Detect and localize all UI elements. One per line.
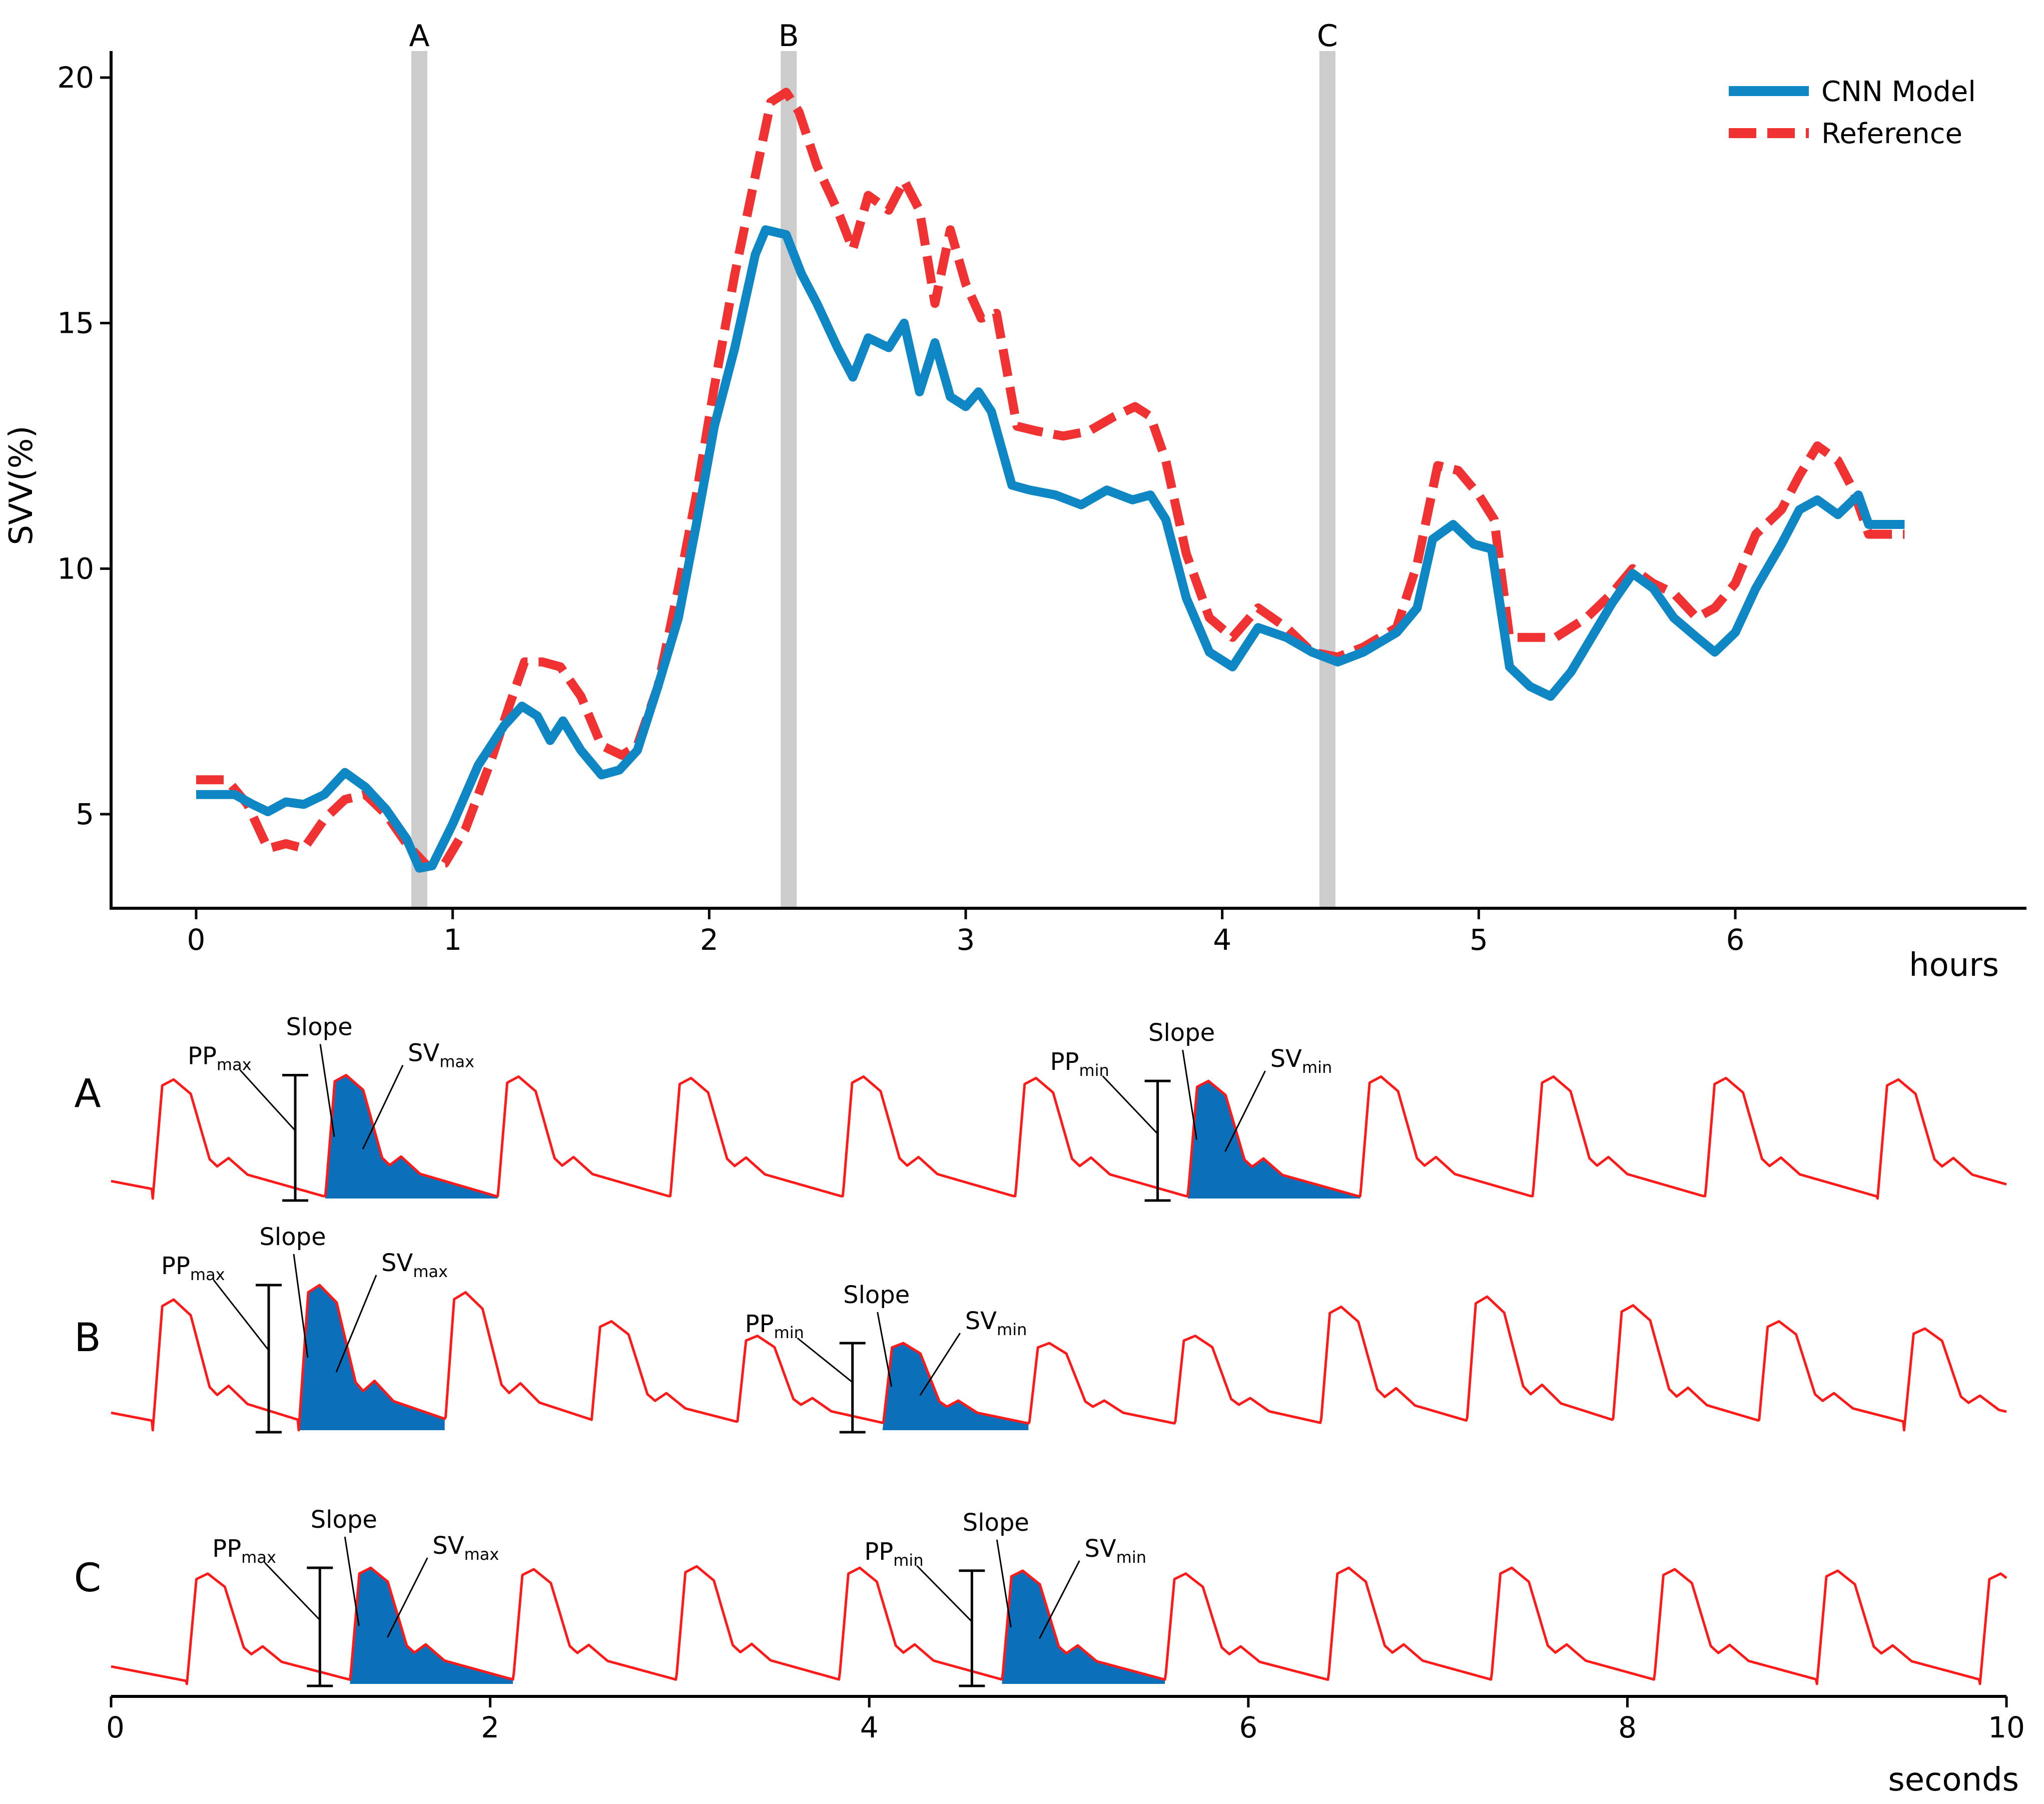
arterial-waveform [111, 1565, 2007, 1685]
row-letter-b: B [74, 1316, 101, 1361]
slope-leader-line [319, 1044, 335, 1137]
bottom-x-tick-label: 10 [1988, 1710, 2025, 1744]
sv-subscript: min [1302, 1058, 1332, 1077]
slope-label: Slope [963, 1509, 1029, 1537]
marker-band-b [781, 51, 797, 908]
sv-leader-line [919, 1333, 961, 1396]
top-y-tick-label: 5 [76, 797, 94, 831]
pp-leader-line [916, 1565, 973, 1622]
bottom-x-tick-label: 6 [1239, 1710, 1257, 1744]
pp-subscript: min [774, 1323, 804, 1342]
top-y-ticks: 5 10 15 20 [57, 61, 111, 831]
svv-trend-chart: A B C 0 1 2 3 4 5 6 5 10 15 20 SVV(%) hours CNN Mod… [3, 19, 2026, 984]
sv-leader-line [362, 1064, 404, 1150]
bottom-x-ticks: 0 2 4 6 8 10 [106, 1696, 2025, 1744]
arterial-waveform [111, 1074, 2007, 1200]
bottom-x-tick-label: 0 [106, 1710, 125, 1744]
top-x-tick-label: 5 [1470, 923, 1488, 957]
bottom-x-tick-label: 4 [860, 1710, 879, 1744]
row-letter-c: C [74, 1556, 101, 1601]
sv-subscript: max [439, 1052, 474, 1071]
slope-label: Slope [311, 1506, 377, 1534]
sv-subscript: max [464, 1545, 499, 1564]
slope-label: Slope [843, 1281, 910, 1309]
sv-area-fill [350, 1568, 513, 1684]
sv-subscript: max [413, 1262, 448, 1281]
top-x-tick-label: 4 [1213, 923, 1231, 957]
marker-label-b: B [779, 19, 799, 54]
top-x-tick-label: 2 [700, 923, 719, 957]
marker-band-c [1319, 51, 1335, 908]
sv-subscript: min [997, 1320, 1027, 1339]
sv-leader-line [1224, 1070, 1266, 1152]
legend: CNN Model Reference [1729, 76, 1976, 150]
pp-leader-line [213, 1280, 270, 1351]
sv-label: SVmin [1084, 1535, 1146, 1567]
sv-leader-line [386, 1557, 428, 1638]
sv-subscript: min [1116, 1548, 1146, 1567]
pp-leader-line [1102, 1075, 1158, 1134]
pp-subscript: min [893, 1551, 923, 1570]
marker-label-a: A [409, 19, 429, 54]
top-x-tick-label: 1 [443, 923, 462, 957]
slope-leader-line [344, 1536, 360, 1626]
bottom-x-axis-title: seconds [1888, 1761, 2019, 1798]
slope-label: Slope [1148, 1019, 1215, 1047]
slope-leader-line [1182, 1049, 1198, 1140]
marker-bands [411, 51, 1335, 908]
top-x-tick-label: 3 [957, 923, 975, 957]
top-x-tick-label: 0 [187, 923, 206, 957]
bottom-x-tick-label: 8 [1618, 1710, 1637, 1744]
legend-cnn-label: CNN Model [1821, 76, 1976, 108]
top-x-ticks: 0 1 2 3 4 5 6 [187, 908, 1745, 957]
arterial-waveform [111, 1284, 2007, 1432]
slope-label: Slope [286, 1013, 352, 1041]
pp-leader-line [797, 1337, 853, 1383]
top-y-axis-title: SVV(%) [3, 426, 40, 545]
row-letter-a: A [74, 1071, 101, 1116]
pp-subscript: min [1079, 1061, 1109, 1080]
pp-subscript: max [217, 1055, 252, 1074]
bottom-x-tick-label: 2 [481, 1710, 499, 1744]
top-y-tick-label: 20 [57, 61, 94, 95]
marker-label-c: C [1317, 19, 1338, 54]
slope-label: Slope [259, 1223, 326, 1251]
top-y-tick-label: 10 [57, 551, 94, 585]
pp-leader-line [239, 1069, 296, 1131]
slope-leader-line [293, 1254, 309, 1358]
marker-labels: A B C [409, 19, 1337, 54]
sv-area-fill [1002, 1570, 1165, 1684]
legend-reference-label: Reference [1821, 118, 1962, 150]
top-x-tick-label: 6 [1726, 923, 1745, 957]
sv-area-fill [325, 1075, 498, 1198]
slope-leader-line [877, 1312, 893, 1387]
sv-leader-line [335, 1275, 377, 1373]
series-line-reference [196, 88, 1905, 870]
pp-subscript: max [241, 1548, 276, 1567]
top-y-tick-label: 15 [57, 306, 94, 340]
pp-leader-line [264, 1562, 321, 1621]
sv-area-fill [299, 1285, 445, 1430]
pp-subscript: max [190, 1265, 225, 1284]
sv-area-fill [882, 1343, 1029, 1430]
sv-leader-line [1039, 1560, 1080, 1639]
series-line-cnn-model [196, 225, 1905, 873]
top-x-axis-title: hours [1909, 947, 1999, 984]
series-lines [196, 88, 1905, 873]
slope-leader-line [996, 1539, 1012, 1628]
marker-band-a [411, 51, 428, 908]
sv-area-fill [1187, 1081, 1360, 1198]
